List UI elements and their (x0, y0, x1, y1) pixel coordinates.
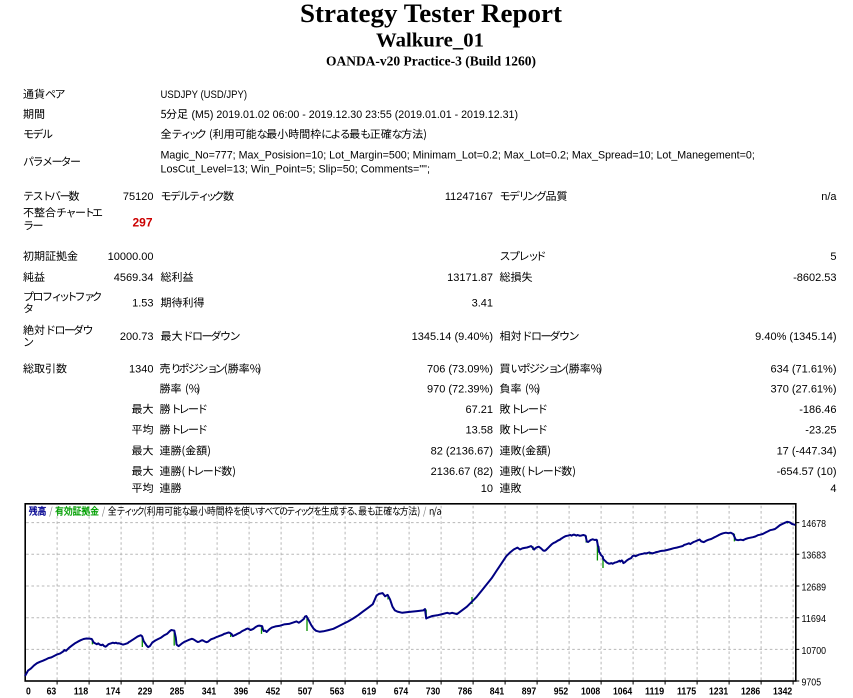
svg-text:Magic_No=777; Max_Posision=10;: Magic_No=777; Max_Posision=10; Lot_Margi… (161, 150, 755, 162)
svg-text:67.21: 67.21 (465, 404, 493, 416)
svg-text:1340: 1340 (129, 364, 153, 376)
svg-text:Strategy Tester Report: Strategy Tester Report (300, 0, 562, 28)
svg-text:(M5) 2019.01.02 06:00 - 2019.1: (M5) 2019.01.02 06:00 - 2019.12.30 23:55… (192, 109, 519, 121)
svg-text:952: 952 (554, 685, 569, 697)
svg-text:1008: 1008 (581, 685, 600, 697)
svg-text:17 (-447.34): 17 (-447.34) (777, 446, 837, 458)
svg-text:0: 0 (26, 685, 31, 697)
svg-text:897: 897 (522, 685, 537, 697)
svg-text:63: 63 (47, 685, 57, 697)
svg-text:730: 730 (426, 685, 441, 697)
svg-text:13171.87: 13171.87 (447, 272, 493, 284)
svg-text:706 (73.09%): 706 (73.09%) (427, 364, 493, 376)
svg-text:10700: 10700 (802, 646, 827, 657)
svg-text:4569.34: 4569.34 (114, 272, 154, 284)
svg-text:13.58: 13.58 (465, 425, 493, 437)
svg-text:1175: 1175 (677, 685, 696, 697)
svg-text:1231: 1231 (709, 685, 728, 697)
svg-text:507: 507 (298, 685, 313, 697)
svg-text:1286: 1286 (741, 685, 760, 697)
svg-text:118: 118 (74, 685, 89, 697)
svg-text:619: 619 (362, 685, 377, 697)
svg-text:1119: 1119 (645, 685, 664, 697)
svg-text:12689: 12689 (802, 582, 827, 593)
svg-text:10: 10 (481, 483, 493, 495)
svg-text:14678: 14678 (802, 519, 827, 530)
svg-text:563: 563 (330, 685, 345, 697)
svg-text:674: 674 (394, 685, 409, 697)
svg-text:-186.46: -186.46 (799, 404, 836, 416)
svg-text:970 (72.39%): 970 (72.39%) (427, 384, 493, 396)
svg-text:841: 841 (490, 685, 505, 697)
svg-text:Walkure_01: Walkure_01 (376, 30, 484, 51)
svg-text:75120: 75120 (123, 191, 154, 203)
svg-text:4: 4 (830, 483, 836, 495)
svg-text:174: 174 (106, 685, 121, 697)
svg-text:297: 297 (132, 216, 152, 230)
svg-text:1064: 1064 (613, 685, 632, 697)
svg-text:5: 5 (830, 251, 836, 263)
svg-text:11247167: 11247167 (445, 191, 493, 203)
svg-text:-654.57 (10): -654.57 (10) (777, 466, 837, 478)
svg-text:341: 341 (202, 685, 217, 697)
svg-text:-8602.53: -8602.53 (793, 272, 836, 284)
svg-text:USDJPY (USD/JPY): USDJPY (USD/JPY) (161, 89, 248, 101)
svg-text:10000.00: 10000.00 (108, 251, 154, 263)
svg-text:OANDA-v20 Practice-3 (Build 12: OANDA-v20 Practice-3 (Build 1260) (326, 53, 536, 69)
svg-text:229: 229 (138, 685, 153, 697)
svg-text:396: 396 (234, 685, 249, 697)
svg-text:786: 786 (458, 685, 473, 697)
svg-text:285: 285 (170, 685, 185, 697)
svg-text:9705: 9705 (802, 677, 822, 688)
svg-text:-23.25: -23.25 (805, 425, 836, 437)
svg-text:1.53: 1.53 (132, 298, 153, 310)
svg-text:82 (2136.67): 82 (2136.67) (431, 446, 493, 458)
svg-text:11694: 11694 (802, 614, 827, 625)
svg-text:n/a: n/a (821, 191, 837, 203)
svg-text:2136.67 (82): 2136.67 (82) (431, 466, 493, 478)
svg-text:3.41: 3.41 (472, 298, 493, 310)
svg-text:1345.14 (9.40%): 1345.14 (9.40%) (412, 331, 493, 343)
svg-text:1342: 1342 (773, 685, 792, 697)
svg-text:200.73: 200.73 (120, 331, 154, 343)
svg-text:452: 452 (266, 685, 281, 697)
svg-text:634 (71.61%): 634 (71.61%) (770, 364, 836, 376)
svg-text:370 (27.61%): 370 (27.61%) (770, 384, 836, 396)
svg-text:13683: 13683 (802, 551, 827, 562)
svg-text:9.40% (1345.14): 9.40% (1345.14) (755, 331, 836, 343)
svg-text:LosCut_Level=13; Win_Point=5;: LosCut_Level=13; Win_Point=5; Slip=50; C… (161, 164, 431, 176)
